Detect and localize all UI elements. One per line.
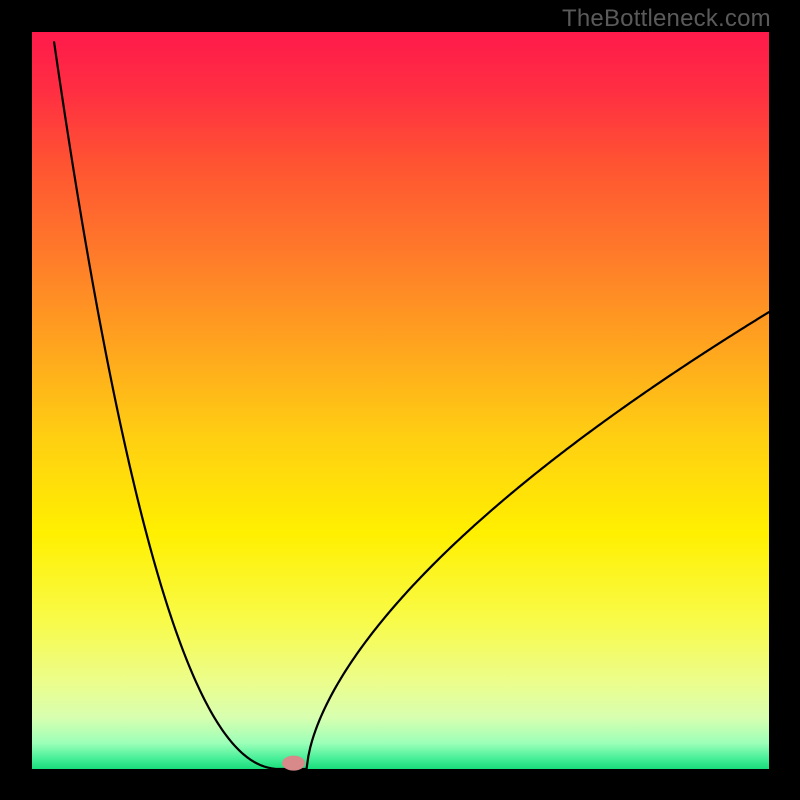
optimal-point-marker xyxy=(283,756,305,770)
watermark-text: TheBottleneck.com xyxy=(562,5,771,33)
bottleneck-chart xyxy=(0,0,800,800)
plot-background xyxy=(32,32,769,769)
